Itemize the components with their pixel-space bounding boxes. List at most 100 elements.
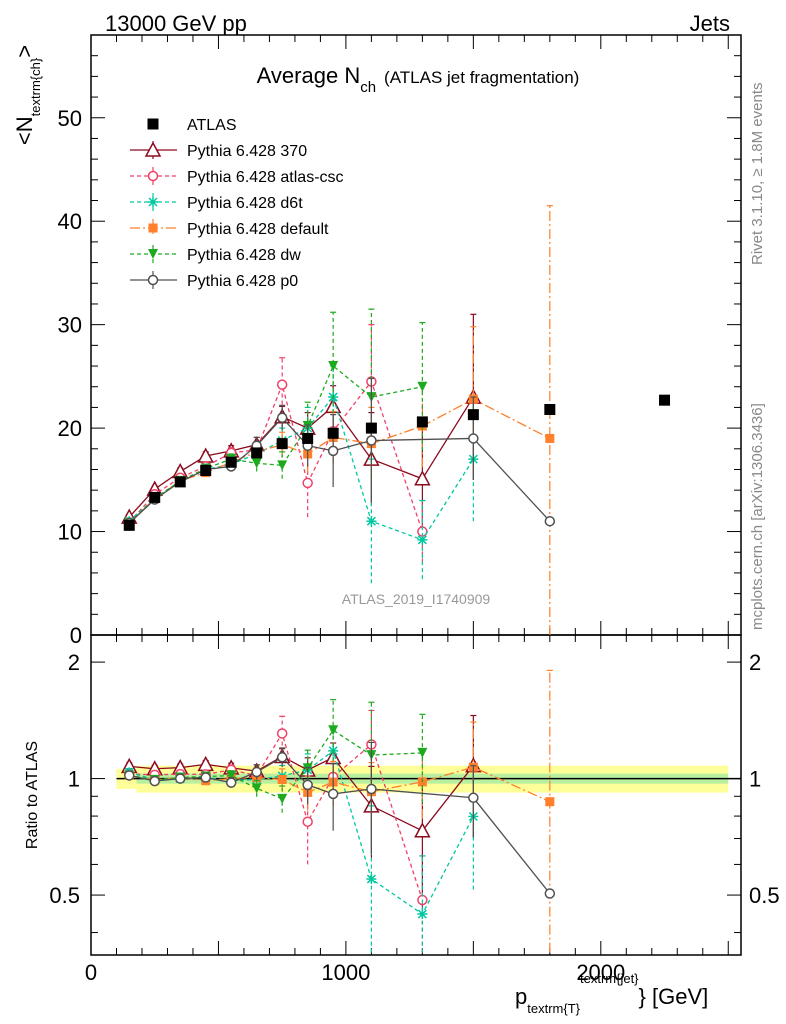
data-point <box>416 416 428 428</box>
legend-entry: Pythia 6.428 atlas-csc <box>130 167 344 186</box>
series-ratio-marker <box>226 770 237 781</box>
legend-entry: Pythia 6.428 default <box>130 219 329 238</box>
y-tick-label: 50 <box>58 106 82 131</box>
legend-label: Pythia 6.428 atlas-csc <box>187 169 344 186</box>
series-marker <box>545 433 555 443</box>
series-ratio-marker <box>366 874 377 885</box>
series-ratio-marker <box>545 797 555 807</box>
series-marker <box>251 458 262 469</box>
series-ratio-marker <box>197 755 214 772</box>
series-marker <box>277 460 288 471</box>
legend-marker <box>148 249 158 259</box>
x-tick-label: 2000 <box>576 960 625 985</box>
data-point <box>200 465 212 477</box>
series-marker <box>417 534 428 545</box>
series-marker <box>276 412 288 424</box>
data-point <box>365 422 377 434</box>
series-ratio-marker <box>302 816 313 827</box>
series-line-main <box>128 398 551 524</box>
legend-label: Pythia 6.428 370 <box>187 143 307 160</box>
y-tick-label: 30 <box>58 313 82 338</box>
series-ratio-marker <box>328 725 339 736</box>
legend-entry: Pythia 6.428 dw <box>130 245 301 264</box>
series-ratio-marker <box>417 747 428 758</box>
series-ratio-marker <box>225 777 237 788</box>
ratio-tick-label-right: 2 <box>749 650 761 675</box>
series-ratio-marker <box>174 773 186 784</box>
series-ratio-marker <box>123 770 135 781</box>
ratio-plot-frame <box>90 634 742 956</box>
rivet-label: Rivet 3.1.10, ≥ 1.8M events <box>749 83 766 266</box>
legend-marker <box>147 170 159 182</box>
legend-marker <box>148 197 158 207</box>
legend-marker-stroke <box>148 197 158 207</box>
legend-marker <box>144 141 162 157</box>
data-point <box>251 447 263 459</box>
legend-marker <box>147 118 159 130</box>
series-line-main <box>128 380 423 532</box>
series-marker <box>414 470 431 486</box>
series-ratio-marker <box>276 728 288 739</box>
series-line-ratio <box>129 729 423 800</box>
series-marker <box>328 361 339 372</box>
series-ratio-marker <box>276 752 288 763</box>
series-ratio-marker <box>366 783 377 795</box>
data-point <box>174 476 186 488</box>
ratio-y-axis-label: Ratio to ATLAS <box>24 741 41 849</box>
legend-label: Pythia 6.428 default <box>187 221 329 238</box>
data-point <box>225 456 237 468</box>
mcplots-label: mcplots.cern.ch [arXiv:1306.3436] <box>749 403 766 630</box>
series-5 <box>123 377 556 899</box>
data-point <box>123 519 135 531</box>
series-4 <box>124 308 428 833</box>
x-tick-label: 0 <box>85 960 97 985</box>
chart-title-main: Average N <box>257 63 361 88</box>
ratio-tick-label: 0.5 <box>49 883 80 908</box>
data-point <box>659 394 671 406</box>
series-marker-stroke <box>366 516 376 526</box>
legend-label: ATLAS <box>187 117 237 134</box>
header-right: Jets <box>690 11 730 36</box>
legend-entry: Pythia 6.428 d6t <box>130 193 303 212</box>
y-axis-label: <Ntextrm{ch}> <box>12 45 43 145</box>
series-ratio-marker <box>277 774 287 784</box>
legend-entry: Pythia 6.428 p0 <box>130 271 298 290</box>
series-3 <box>124 205 555 953</box>
legend-entry: Pythia 6.428 370 <box>130 141 307 160</box>
data-point <box>149 491 161 503</box>
series-ratio-marker <box>251 766 262 778</box>
legend-label: Pythia 6.428 dw <box>187 247 301 264</box>
series-marker <box>327 445 339 457</box>
ratio-tick-label-right: 1 <box>749 767 761 792</box>
series-line-ratio <box>129 731 423 901</box>
series-1 <box>123 324 428 953</box>
chart-title: Average Nch (ATLAS jet fragmentation) <box>257 63 580 96</box>
series-ratio-marker-stroke <box>417 909 427 919</box>
x-axis-label: ptextrm{T}textrm{jet}} [GeV] <box>515 971 708 1016</box>
chart-title-sub: ch <box>360 79 376 96</box>
y-tick-label: 10 <box>58 520 82 545</box>
series-marker <box>544 515 556 527</box>
series-ratio-marker <box>251 783 262 794</box>
y-tick-label: 0 <box>70 623 82 648</box>
legend-marker <box>148 223 158 233</box>
data-point <box>276 438 288 450</box>
ratio-tick-label: 2 <box>68 650 80 675</box>
series-marker <box>417 381 428 392</box>
y-tick-label: 20 <box>58 416 82 441</box>
series-ratio-marker <box>277 793 288 804</box>
header-left: 13000 GeV pp <box>105 11 247 36</box>
ratio-tick-label: 1 <box>68 767 80 792</box>
series-ratio-marker <box>468 792 479 804</box>
data-point <box>544 403 556 415</box>
series-ratio-marker <box>327 788 339 800</box>
series-ratio-marker <box>414 822 431 838</box>
series-marker <box>276 379 288 390</box>
series-ratio-marker <box>302 779 313 791</box>
series-marker-stroke <box>417 535 427 545</box>
series-line-main <box>128 364 423 524</box>
legend-marker <box>147 274 159 286</box>
series-line-ratio <box>129 749 474 915</box>
ratio-tick-label-right: 0.5 <box>749 883 780 908</box>
